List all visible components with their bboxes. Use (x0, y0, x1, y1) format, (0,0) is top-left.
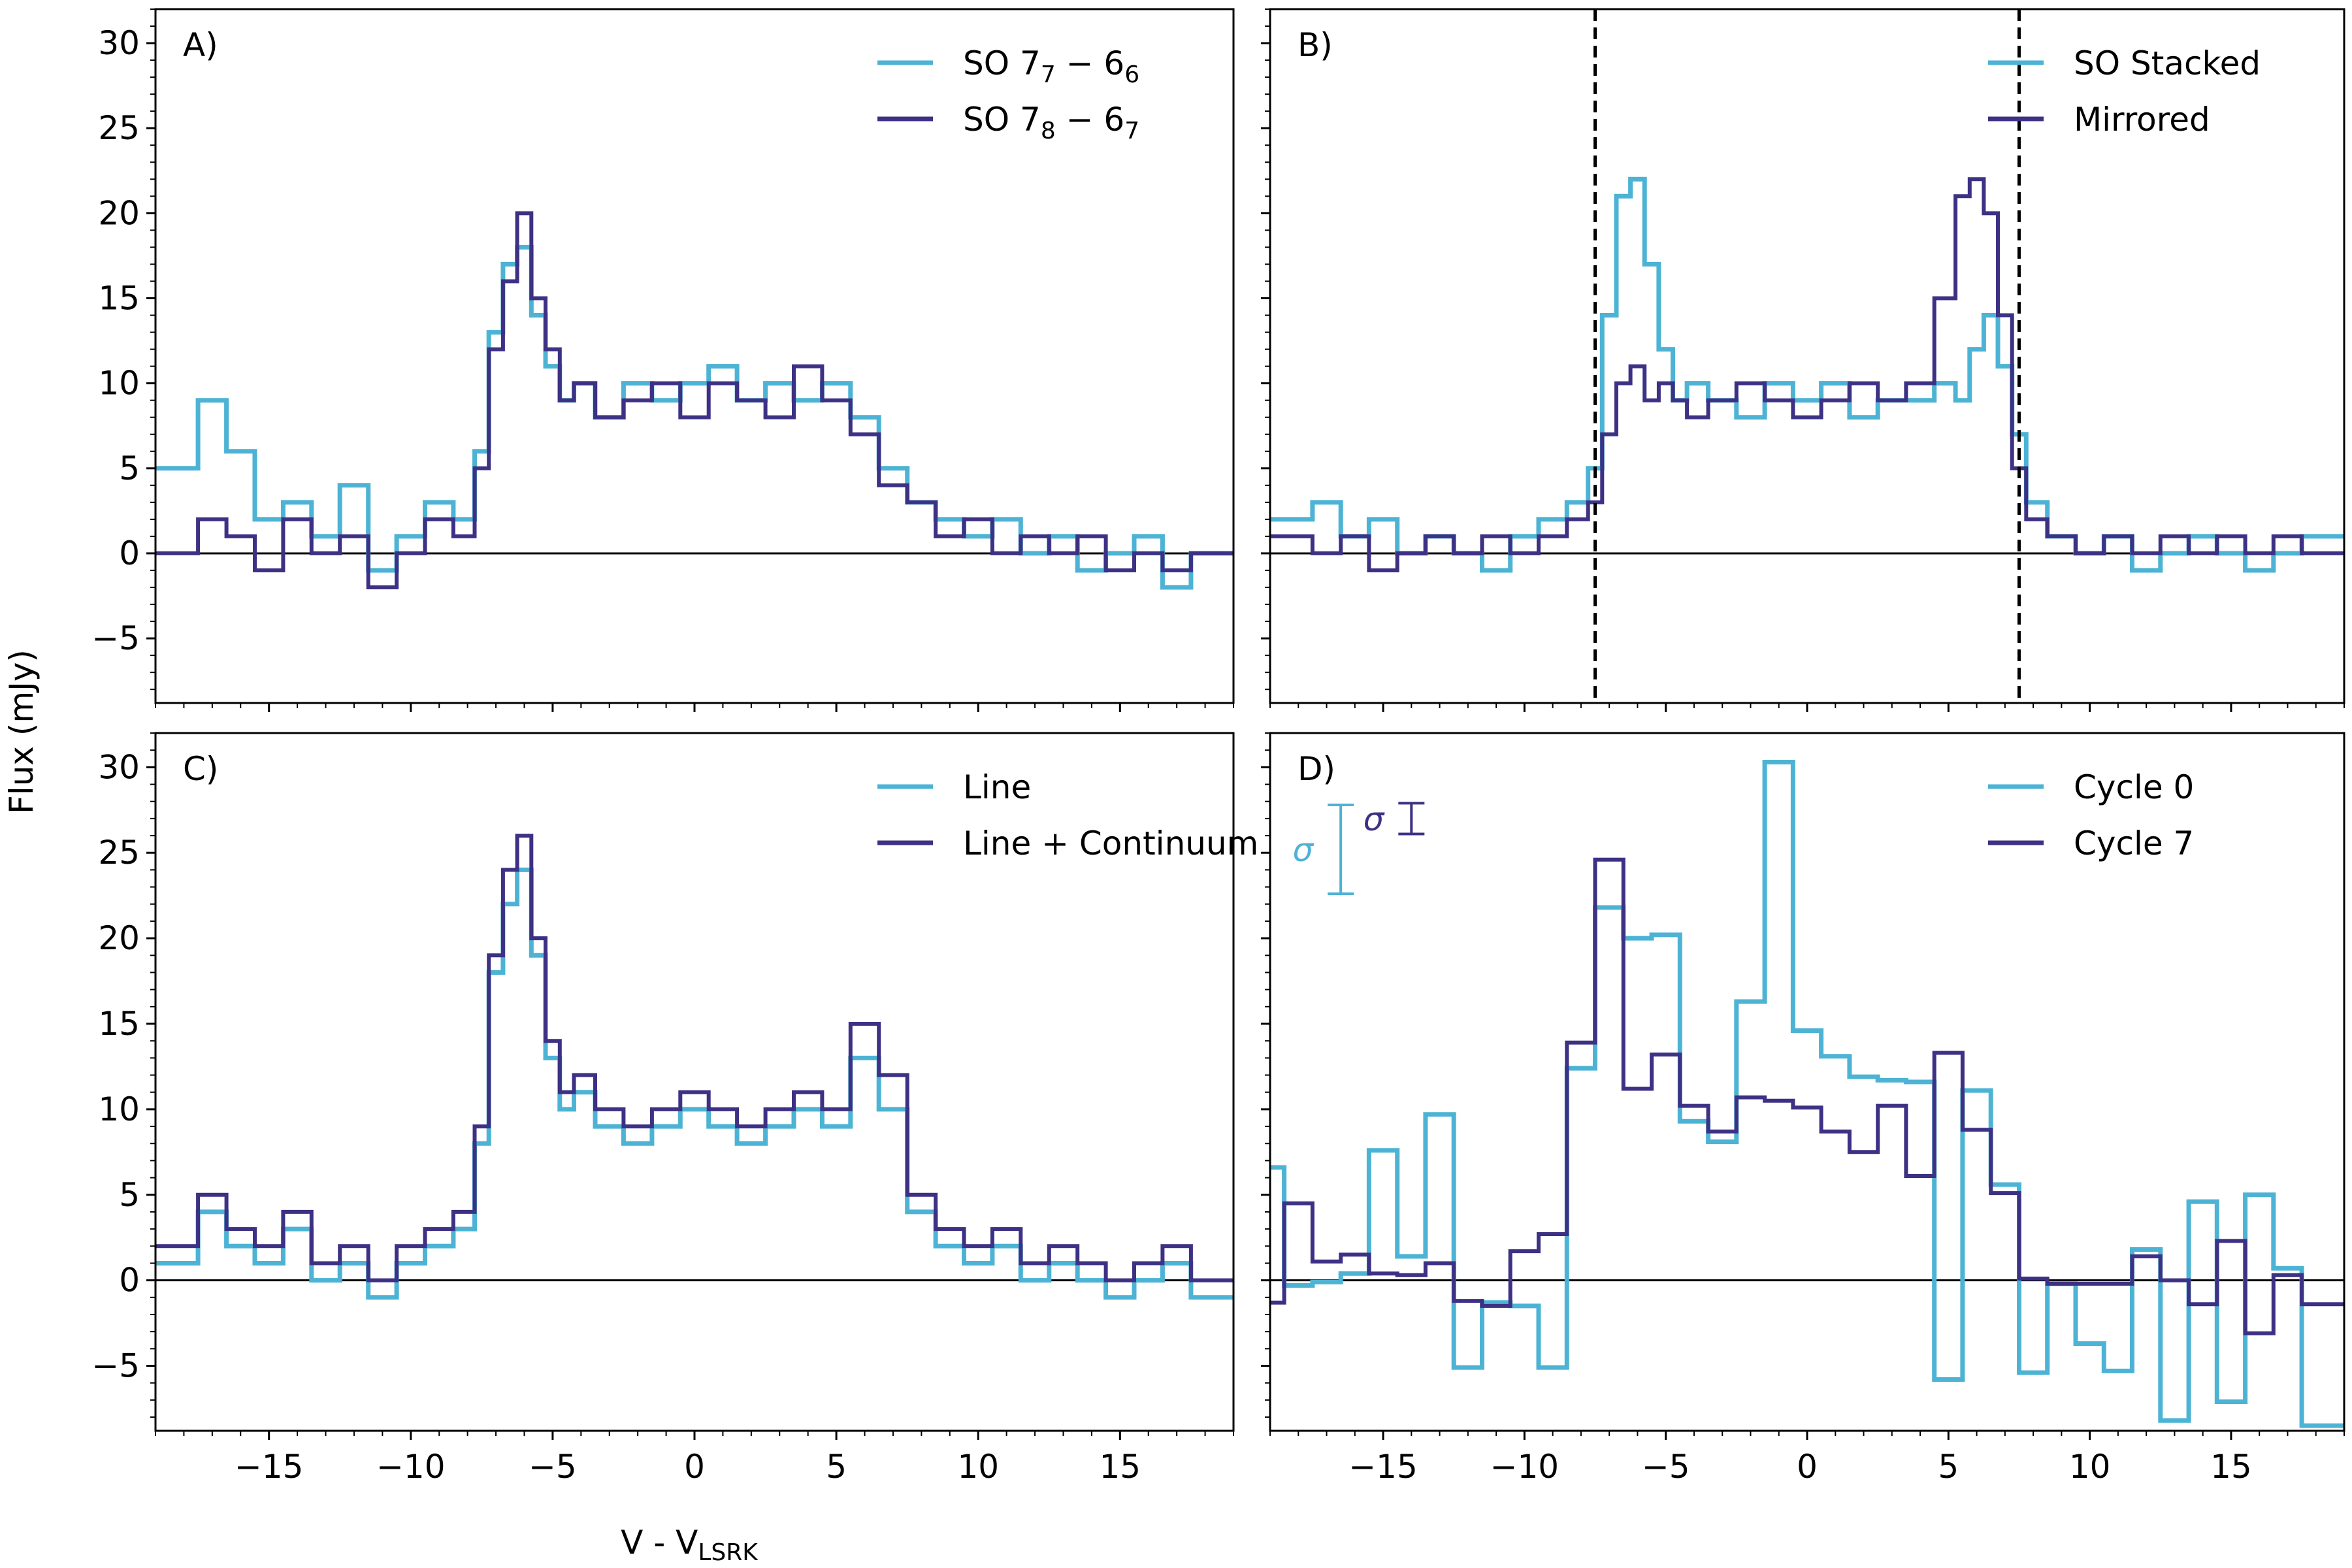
y-tick-label: 30 (98, 748, 140, 786)
legend-label: Cycle 0 (2074, 768, 2194, 806)
panel-label: D) (1298, 750, 1335, 788)
series-line-0 (1270, 760, 2344, 1428)
panel-0: −5 0 5 10 15 20 25 30 A) SO 77 − 66 SO 78 − 67 (91, 8, 1235, 712)
legend-entry-0: Cycle 0 (1988, 768, 2194, 806)
legend-entry-0: Line (877, 768, 1031, 806)
x-tick-label: 5 (826, 1448, 847, 1486)
sigma-label-1: σ (1364, 800, 1385, 838)
y-tick-label: 0 (119, 534, 140, 572)
x-tick-label: 0 (684, 1448, 705, 1486)
y-tick-label: 10 (98, 365, 140, 402)
sigma-label-0: σ (1292, 831, 1314, 869)
y-tick-label: 25 (98, 834, 140, 872)
x-tick-label: −10 (376, 1448, 446, 1486)
x-tick-label: 15 (1100, 1448, 1141, 1486)
series-line-1 (155, 211, 1233, 589)
x-axis-title-subscript: LSRK (698, 1539, 759, 1566)
legend-label: SO Stacked (2074, 44, 2261, 82)
legend-entry-1: Line + Continuum (877, 825, 1258, 862)
x-axis-title-main: V - V (621, 1524, 698, 1561)
series-line-1 (1270, 177, 2344, 572)
series-line-1 (1270, 857, 2344, 1335)
panel-label: B) (1298, 26, 1333, 64)
series-line-1 (155, 834, 1233, 1282)
legend-entry-1: Cycle 7 (1988, 825, 2194, 862)
y-tick-label: 5 (119, 1176, 140, 1214)
y-tick-label: 20 (98, 194, 140, 232)
series-line-0 (1270, 176, 2344, 573)
legend-entry-0: SO 77 − 66 (877, 44, 1139, 88)
y-tick-label: 20 (98, 919, 140, 957)
y-tick-label: −5 (91, 619, 140, 657)
legend-label: Cycle 7 (2074, 825, 2194, 862)
panel-label: A) (183, 26, 218, 64)
legend-label: Mirrored (2074, 101, 2210, 139)
y-tick-label: 15 (98, 1005, 140, 1043)
legend-label: Line + Continuum (963, 825, 1258, 862)
legend-label: SO 78 − 67 (963, 101, 1139, 144)
y-axis-title: Flux (mJy) (3, 649, 41, 814)
x-tick-label: 0 (1797, 1448, 1818, 1486)
x-tick-label: −10 (1490, 1448, 1560, 1486)
x-tick-label: 10 (2069, 1448, 2111, 1486)
x-axis-title: V - VLSRK (621, 1524, 759, 1566)
panel-3: σ σ −15 −10 −5 0 5 10 15 D) Cycle 0 Cycle 7 (1261, 732, 2345, 1486)
x-tick-label: −15 (235, 1448, 304, 1486)
x-tick-label: −15 (1348, 1448, 1418, 1486)
legend-label: Line (963, 768, 1031, 806)
y-tick-label: −5 (91, 1347, 140, 1385)
panel-1: B) SO Stacked Mirrored (1261, 8, 2345, 712)
x-tick-label: −5 (1642, 1448, 1690, 1486)
x-tick-label: −5 (529, 1448, 577, 1486)
legend-label: SO 77 − 66 (963, 44, 1139, 88)
panel-label: C) (183, 750, 218, 788)
y-tick-label: 25 (98, 109, 140, 147)
sigma-errorbar-0: σ (1292, 803, 1354, 896)
panel-2: −5 0 5 10 15 20 25 30 −15 −10 −5 0 5 10 15 C) Line Line +… (91, 732, 1258, 1486)
y-tick-label: 30 (98, 24, 140, 62)
x-tick-label: 15 (2210, 1448, 2252, 1486)
x-tick-label: 10 (957, 1448, 999, 1486)
legend-entry-1: Mirrored (1988, 101, 2210, 139)
sigma-errorbar-1: σ (1364, 800, 1425, 838)
y-tick-label: 15 (98, 280, 140, 318)
series-line-0 (155, 867, 1233, 1300)
legend-entry-1: SO 78 − 67 (877, 101, 1139, 144)
x-tick-label: 5 (1938, 1448, 1959, 1486)
legend-entry-0: SO Stacked (1988, 44, 2261, 82)
y-tick-label: 0 (119, 1262, 140, 1299)
y-tick-label: 5 (119, 449, 140, 487)
y-tick-label: 10 (98, 1090, 140, 1128)
